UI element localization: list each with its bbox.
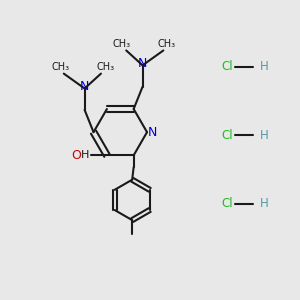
Text: N: N [148,126,157,139]
Text: Cl: Cl [221,60,233,73]
Text: Cl: Cl [221,197,233,210]
Text: Cl: Cl [221,129,233,142]
Text: CH₃: CH₃ [51,62,69,72]
Text: O: O [71,149,81,162]
Text: H: H [80,150,89,160]
Text: H: H [260,197,269,210]
Text: H: H [260,129,269,142]
Text: N: N [80,80,89,94]
Text: CH₃: CH₃ [96,62,115,72]
Text: H: H [260,60,269,73]
Text: CH₃: CH₃ [158,39,176,49]
Text: CH₃: CH₃ [113,39,131,49]
Text: N: N [138,57,147,70]
